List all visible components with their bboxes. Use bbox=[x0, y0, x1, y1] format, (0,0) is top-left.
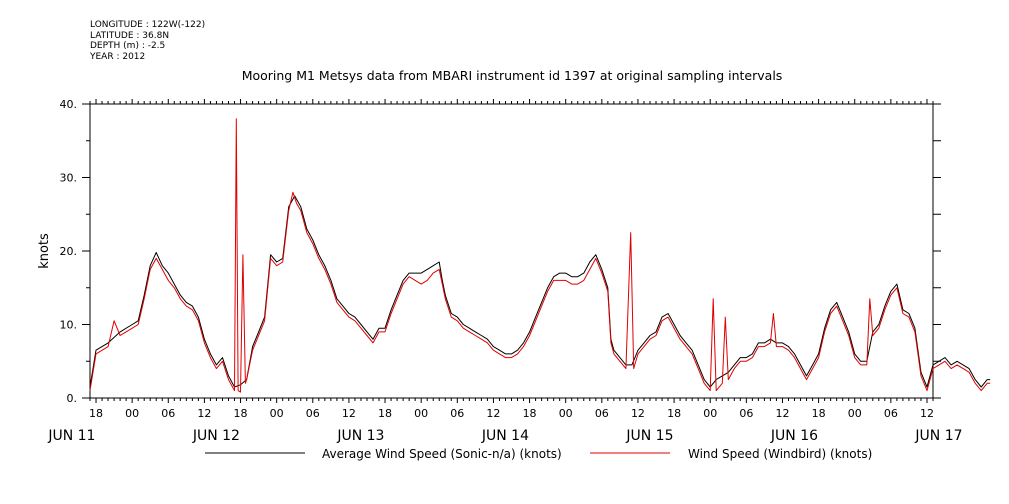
y-tick-label: 40. bbox=[60, 98, 78, 111]
x-axis: 18 00 06 12 18 00 06 12 18 00 06 12 18 00 06 12 18 00 06 12… bbox=[47, 99, 963, 444]
x-tick-label: 06 bbox=[595, 407, 609, 420]
x-tick-label: 06 bbox=[739, 407, 753, 420]
x-day-label: JUN 13 bbox=[336, 428, 384, 444]
x-tick-label: 06 bbox=[884, 407, 898, 420]
x-tick-label: 18 bbox=[667, 407, 681, 420]
x-tick-label: 00 bbox=[848, 407, 862, 420]
x-tick-label: 00 bbox=[414, 407, 428, 420]
x-tick-label: 00 bbox=[703, 407, 717, 420]
x-day-label: JUN 17 bbox=[914, 428, 962, 444]
x-tick-label: 18 bbox=[378, 407, 392, 420]
x-tick-label: 12 bbox=[631, 407, 645, 420]
x-tick-label: 12 bbox=[775, 407, 789, 420]
chart-title: Mooring M1 Metsys data from MBARI instru… bbox=[242, 68, 783, 83]
x-tick-label: 18 bbox=[523, 407, 537, 420]
y-tick-label: 20. bbox=[60, 245, 78, 258]
x-tick-label: 18 bbox=[812, 407, 826, 420]
x-day-label: JUN 16 bbox=[770, 428, 818, 444]
x-tick-label: 12 bbox=[342, 407, 356, 420]
y-axis: 0. 10. 20. 30. 40. bbox=[60, 98, 941, 405]
series-group bbox=[89, 118, 991, 393]
x-tick-label: 12 bbox=[197, 407, 211, 420]
x-tick-label: 06 bbox=[161, 407, 175, 420]
x-tick-label: 12 bbox=[486, 407, 500, 420]
x-tick-label: 12 bbox=[920, 407, 934, 420]
legend: Average Wind Speed (Sonic-n/a) (knots) Wi… bbox=[205, 447, 872, 461]
legend-label-2: Wind Speed (Windbird) (knots) bbox=[688, 447, 872, 461]
x-tick-label: 18 bbox=[234, 407, 248, 420]
x-day-label: JUN 15 bbox=[625, 428, 673, 444]
year-text: YEAR : 2012 bbox=[90, 51, 146, 62]
y-tick-label: 10. bbox=[60, 319, 78, 332]
x-tick-label: 00 bbox=[125, 407, 139, 420]
x-day-label: JUN 14 bbox=[481, 428, 529, 444]
metadata-block: LONGITUDE : 122W(-122) LATITUDE : 36.8N … bbox=[90, 20, 205, 62]
x-tick-label: 06 bbox=[306, 407, 320, 420]
latitude-text: LATITUDE : 36.8N bbox=[90, 30, 170, 41]
x-day-label: JUN 12 bbox=[192, 428, 240, 444]
depth-text: DEPTH (m) : -2.5 bbox=[90, 41, 166, 51]
x-tick-label: 00 bbox=[559, 407, 573, 420]
y-axis-label: knots bbox=[37, 233, 52, 269]
x-day-label: JUN 11 bbox=[47, 428, 95, 444]
legend-label-1: Average Wind Speed (Sonic-n/a) (knots) bbox=[322, 447, 562, 461]
series-line-2 bbox=[89, 118, 991, 393]
longitude-text: LONGITUDE : 122W(-122) bbox=[90, 20, 206, 30]
series-line-1 bbox=[89, 195, 991, 388]
y-tick-label: 0. bbox=[67, 392, 78, 405]
x-tick-label: 00 bbox=[270, 407, 284, 420]
x-tick-label: 18 bbox=[89, 407, 103, 420]
x-tick-label: 06 bbox=[450, 407, 464, 420]
y-tick-label: 30. bbox=[60, 172, 78, 185]
